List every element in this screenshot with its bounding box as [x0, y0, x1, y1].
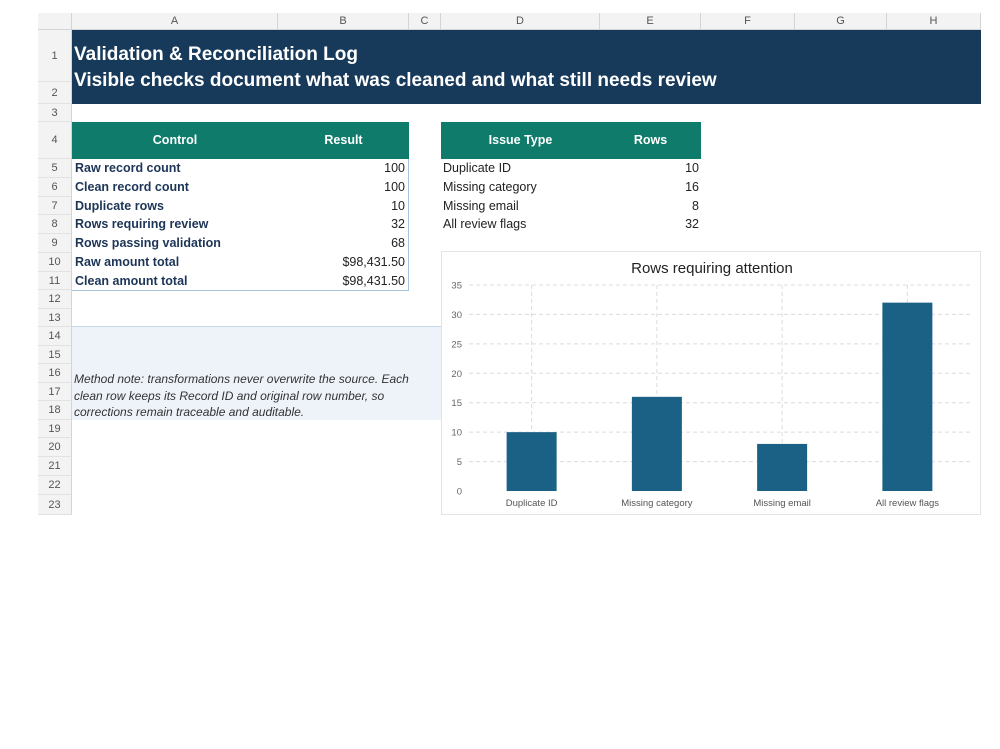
row-header-9[interactable]: 9 — [38, 234, 72, 253]
row-header-8[interactable]: 8 — [38, 215, 72, 234]
issue-type-column-label: Issue Type — [488, 133, 553, 147]
row-header-19[interactable]: 19 — [38, 420, 72, 438]
y-tick-label: 30 — [451, 310, 462, 321]
column-header-h[interactable]: H — [887, 13, 981, 30]
row-header-5[interactable]: 5 — [38, 159, 72, 178]
x-tick-label: Missing category — [621, 498, 693, 509]
issue-label-missing-email[interactable]: Missing email — [443, 199, 519, 213]
bar[interactable] — [631, 396, 682, 491]
spreadsheet-grid: A B C D E F G H 1 2 3 4 5 6 7 8 9 10 11 … — [38, 13, 981, 515]
control-column-label: Control — [152, 133, 198, 147]
control-value-rows-requiring-review[interactable]: 32 — [391, 217, 405, 231]
control-label-raw-record-count[interactable]: Raw record count — [75, 161, 181, 175]
method-note-text: Method note: transformations never overw… — [74, 372, 409, 419]
control-table-header[interactable]: Control Result — [72, 122, 409, 159]
column-header-d[interactable]: D — [441, 13, 600, 30]
column-header-g[interactable]: G — [795, 13, 887, 30]
row-header-12[interactable]: 12 — [38, 290, 72, 309]
chart-plot-area: 0 5 10 15 20 25 30 35 Duplicate ID Missing catego… — [451, 281, 970, 509]
row-header-22[interactable]: 22 — [38, 476, 72, 495]
y-tick-label: 5 — [457, 457, 462, 468]
row-header-1[interactable]: 1 — [38, 30, 72, 82]
bar[interactable] — [882, 302, 933, 491]
x-tick-label: Missing email — [753, 498, 811, 509]
rows-column-label: Rows — [633, 133, 668, 147]
row-header-7[interactable]: 7 — [38, 197, 72, 215]
page-title: Validation & Reconciliation Log — [74, 44, 358, 65]
issue-label-missing-category[interactable]: Missing category — [443, 180, 537, 194]
row-header-10[interactable]: 10 — [38, 253, 72, 272]
issue-value-all-review-flags[interactable]: 32 — [685, 217, 699, 231]
row-header-4[interactable]: 4 — [38, 122, 72, 159]
row-header-16[interactable]: 16 — [38, 364, 72, 383]
issue-value-missing-email[interactable]: 8 — [692, 199, 699, 213]
control-label-duplicate-rows[interactable]: Duplicate rows — [75, 199, 164, 213]
control-label-raw-amount-total[interactable]: Raw amount total — [75, 255, 180, 269]
method-note-box[interactable]: Method note: transformations never overw… — [72, 326, 441, 420]
row-header-23[interactable]: 23 — [38, 495, 72, 515]
row-header-18[interactable]: 18 — [38, 401, 72, 420]
y-tick-label: 0 — [457, 487, 462, 498]
issue-table-header[interactable]: Issue Type Rows — [441, 122, 701, 159]
issue-label-duplicate-id[interactable]: Duplicate ID — [443, 161, 512, 175]
control-label-rows-requiring-review[interactable]: Rows requiring review — [75, 217, 209, 231]
control-value-clean-record-count[interactable]: 100 — [384, 180, 405, 194]
control-label-rows-passing-validation[interactable]: Rows passing validation — [75, 236, 221, 250]
column-header-e[interactable]: E — [600, 13, 701, 30]
control-value-raw-record-count[interactable]: 100 — [384, 161, 405, 175]
control-table-border — [72, 122, 409, 291]
y-tick-label: 20 — [451, 369, 462, 380]
chart-title: Rows requiring attention — [631, 260, 793, 277]
bar[interactable] — [506, 432, 557, 491]
control-value-duplicate-rows[interactable]: 10 — [391, 199, 405, 213]
column-header-f[interactable]: F — [701, 13, 795, 30]
result-column-label: Result — [324, 133, 363, 147]
column-header-c[interactable]: C — [409, 13, 441, 30]
title-banner[interactable]: Validation & Reconciliation Log Visible … — [72, 30, 981, 104]
row-header-13[interactable]: 13 — [38, 309, 72, 327]
row-header-6[interactable]: 6 — [38, 178, 72, 197]
row-header-11[interactable]: 11 — [38, 272, 72, 290]
bar-chart[interactable]: Rows requiring attention 0 5 10 15 20 25 30 35 D… — [441, 251, 981, 515]
control-value-clean-amount-total[interactable]: $98,431.50 — [342, 274, 405, 288]
x-tick-label: Duplicate ID — [506, 498, 558, 509]
column-header-b[interactable]: B — [278, 13, 409, 30]
y-tick-label: 25 — [451, 339, 462, 350]
control-label-clean-amount-total[interactable]: Clean amount total — [75, 274, 188, 288]
select-all-corner[interactable] — [38, 13, 72, 30]
row-header-3[interactable]: 3 — [38, 104, 72, 122]
bar[interactable] — [757, 443, 808, 491]
row-header-21[interactable]: 21 — [38, 457, 72, 476]
row-header-2[interactable]: 2 — [38, 82, 72, 104]
x-tick-label: All review flags — [876, 498, 940, 509]
control-value-raw-amount-total[interactable]: $98,431.50 — [342, 255, 405, 269]
control-label-clean-record-count[interactable]: Clean record count — [75, 180, 189, 194]
y-tick-label: 35 — [451, 281, 462, 292]
row-header-15[interactable]: 15 — [38, 346, 72, 364]
y-tick-label: 10 — [451, 428, 462, 439]
issue-label-all-review-flags[interactable]: All review flags — [443, 217, 527, 231]
page-subtitle: Visible checks document what was cleaned… — [74, 70, 717, 91]
issue-value-missing-category[interactable]: 16 — [685, 180, 699, 194]
control-value-rows-passing-validation[interactable]: 68 — [391, 236, 405, 250]
y-tick-label: 15 — [451, 398, 462, 409]
row-header-20[interactable]: 20 — [38, 438, 72, 457]
row-header-17[interactable]: 17 — [38, 383, 72, 401]
issue-value-duplicate-id[interactable]: 10 — [685, 161, 699, 175]
row-header-14[interactable]: 14 — [38, 327, 72, 346]
column-header-a[interactable]: A — [72, 13, 278, 30]
